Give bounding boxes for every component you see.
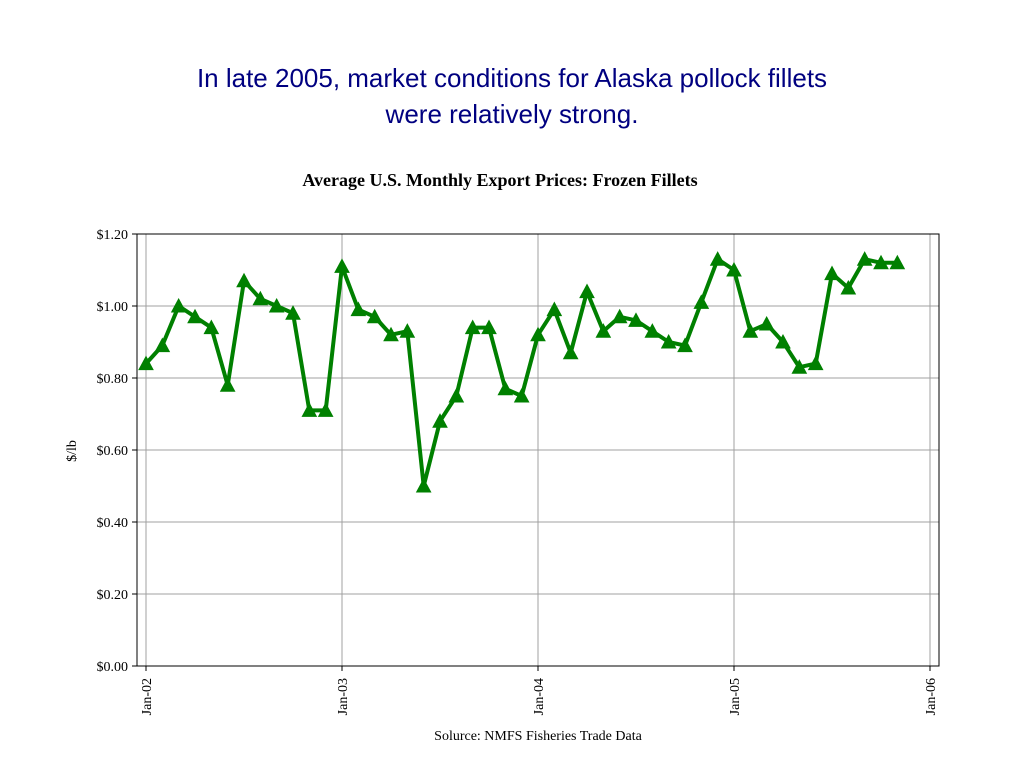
x-tick-label: Jan-02 [140, 678, 155, 715]
data-point [464, 319, 481, 335]
y-tick-label: $0.00 [97, 660, 129, 675]
data-point [301, 402, 318, 417]
data-point [775, 333, 791, 349]
gridlines [137, 234, 939, 666]
data-point [709, 251, 726, 266]
data-point [660, 333, 677, 349]
data-point [579, 283, 595, 299]
source-note: Solurce: NMFS Fisheries Trade Data [434, 729, 642, 744]
slide-title-line-2: were relatively strong. [385, 99, 639, 129]
slide-title-line-1: In late 2005, market conditions for Alas… [196, 63, 828, 93]
data-point [677, 337, 693, 353]
y-tick-label: $1.00 [97, 300, 129, 315]
data-point [203, 319, 220, 335]
y-axis: $0.00 $0.20 $0.40 $0.60 $0.80 $1.00 $1.20 [97, 228, 137, 675]
x-tick-label: Jan-04 [532, 678, 547, 715]
data-point [481, 319, 497, 335]
x-tick-label: Jan-06 [924, 678, 939, 715]
data-point [138, 355, 154, 371]
data-point [807, 355, 824, 371]
data-point [170, 297, 187, 313]
x-axis: Jan-02 Jan-03 Jan-04 Jan-05 Jan-06 [140, 666, 939, 715]
data-point [432, 413, 448, 428]
data-point [236, 272, 252, 288]
data-point [628, 312, 644, 327]
data-point [693, 294, 710, 309]
data-point [366, 308, 383, 324]
data-point [448, 387, 465, 403]
series-layer [138, 251, 906, 493]
y-tick-label: $0.40 [97, 516, 129, 531]
data-point [317, 402, 334, 417]
data-point [268, 297, 285, 313]
data-point [154, 337, 171, 353]
data-point [334, 258, 350, 273]
data-point [758, 315, 775, 331]
data-point [840, 279, 857, 295]
data-point [889, 254, 906, 270]
data-point [791, 359, 808, 374]
data-point [513, 387, 530, 403]
data-point [219, 377, 236, 392]
series-line [144, 257, 898, 488]
data-point [546, 301, 563, 317]
y-axis-label: $/lb [65, 440, 80, 462]
y-tick-label: $0.60 [97, 444, 129, 459]
chart-title: Average U.S. Monthly Export Prices: Froz… [302, 170, 698, 190]
data-point [187, 308, 203, 324]
y-tick-label: $0.80 [97, 372, 129, 387]
data-point [824, 265, 840, 281]
data-point [726, 261, 742, 277]
data-point [350, 301, 367, 317]
slide-title: In late 2005, market conditions for Alas… [0, 60, 1024, 132]
data-point [644, 323, 661, 338]
x-tick-label: Jan-03 [336, 678, 351, 715]
data-point [497, 380, 514, 396]
y-tick-label: $1.20 [97, 228, 129, 243]
data-point [611, 308, 628, 324]
data-point [856, 251, 873, 266]
data-point [562, 344, 579, 360]
data-point [873, 254, 889, 270]
data-point [742, 323, 759, 338]
data-point [252, 290, 269, 306]
data-point [285, 305, 301, 320]
data-point [383, 326, 399, 342]
data-point [415, 477, 432, 493]
x-tick-label: Jan-05 [728, 678, 743, 715]
data-point [399, 323, 416, 338]
y-tick-label: $0.20 [97, 588, 129, 603]
data-point [595, 323, 612, 338]
data-point [530, 326, 546, 342]
